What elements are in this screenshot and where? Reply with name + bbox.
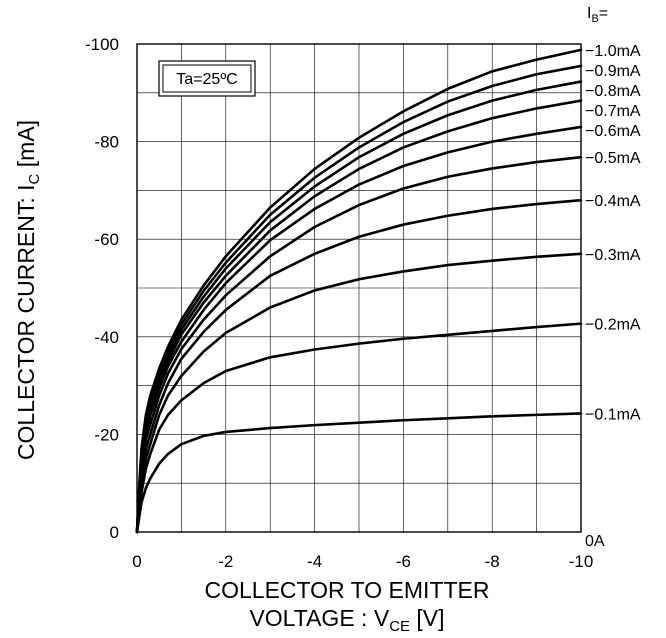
y-tick-label: -100 [85,35,119,54]
x-axis-title-line2-suffix: [V] [410,605,445,631]
x-tick-label: -2 [218,552,233,571]
curve-labels: −1.0mA −0.9mA −0.8mA −0.7mA −0.6mA −0.5mA −0.4… [585,43,641,550]
legend-header-sub: B [591,13,598,25]
x-axis-title-line2-sub: CE [389,618,410,633]
y-axis-title-suffix: [mA] [13,120,39,174]
grid [137,44,581,532]
curve-label: −0.6mA [585,123,641,140]
y-axis-title-prefix: COLLECTOR CURRENT: I [13,184,39,460]
x-axis-title-line2-prefix: VOLTAGE : V [249,605,389,631]
legend-header-suffix: = [599,5,608,22]
curve-label: −0.3mA [585,247,641,264]
curves [135,48,583,534]
x-tick-labels: 0 -2 -4 -6 -8 -10 [132,552,593,571]
y-tick-label: -20 [94,425,119,444]
x-axis-title-line1: COLLECTOR TO EMITTER [205,577,490,603]
x-tick-label: -10 [569,552,594,571]
y-axis-title: COLLECTOR CURRENT: IC [mA] [13,120,43,460]
y-axis-title-sub: C [26,173,43,184]
ta-annotation: Ta=25ºC [176,71,237,88]
x-tick-label: -6 [396,552,411,571]
x-tick-label: -4 [307,552,322,571]
y-tick-labels: 0 -20 -40 -60 -80 -100 [85,35,119,542]
plot-frame [136,43,582,533]
curve-label: −0.4mA [585,193,641,210]
ib-curve [135,322,583,534]
x-tick-label: -8 [485,552,500,571]
curve-label: 0A [585,533,605,550]
ib-curve [135,252,583,534]
curve-label: −0.1mA [585,406,641,423]
y-tick-label: -60 [94,230,119,249]
x-tick-label: 0 [132,552,141,571]
ib-curve [135,412,583,534]
y-tick-label: -40 [94,328,119,347]
y-tick-label: -80 [94,133,119,152]
curve-label: −0.7mA [585,103,641,120]
curve-label: −0.9mA [585,63,641,80]
y-tick-label: 0 [110,523,119,542]
curve-label: −0.8mA [585,83,641,100]
curve-label: −0.5mA [585,150,641,167]
curve-label: −0.2mA [585,317,641,334]
curve-label: −1.0mA [585,43,641,60]
annotation-box: Ta=25ºC [158,60,256,97]
x-axis-title-line2: VOLTAGE : VCE [V] [249,605,444,633]
ib-curve [135,48,583,534]
legend-header: IB= [587,5,608,25]
legend-header-prefix: I [587,5,591,22]
